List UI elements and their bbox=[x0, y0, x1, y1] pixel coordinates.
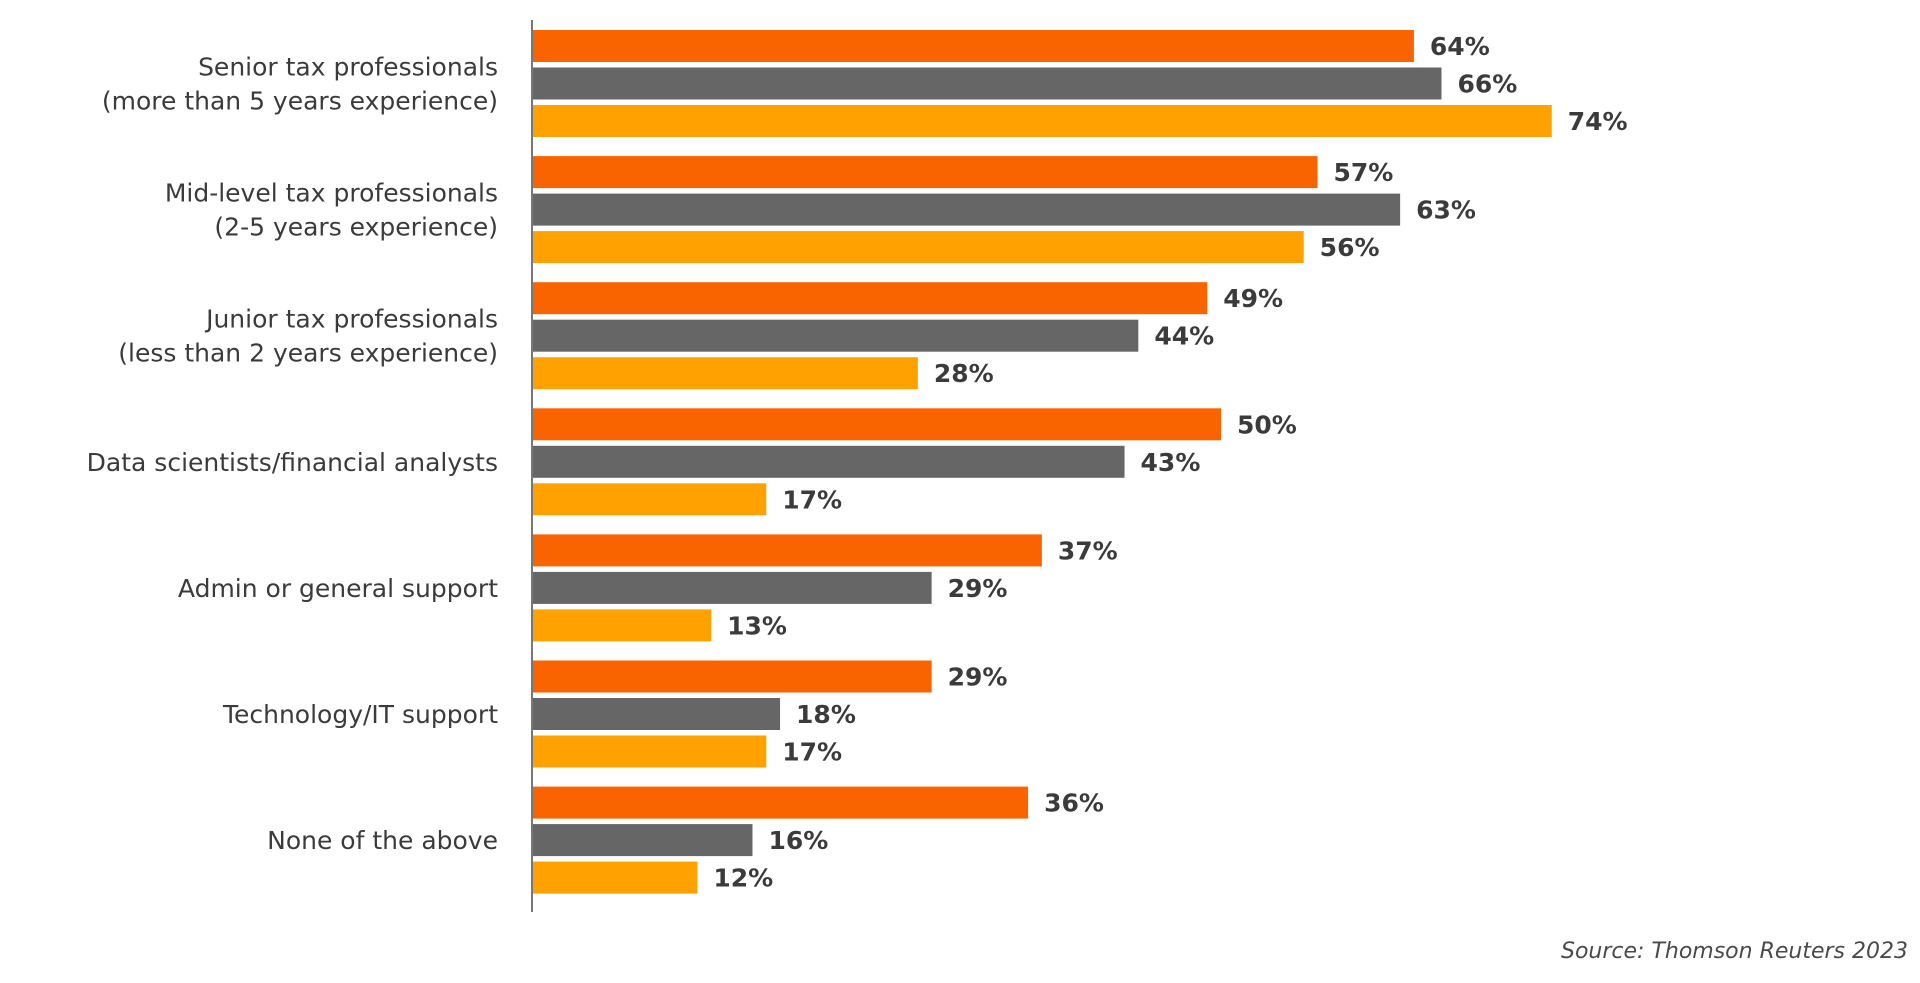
bar-4-0 bbox=[532, 534, 1042, 567]
bar-1-0 bbox=[532, 156, 1318, 189]
value-label-2-2: 28% bbox=[934, 359, 994, 388]
bar-0-1 bbox=[532, 67, 1442, 100]
category-label-2: Junior tax professionals (less than 2 yea… bbox=[118, 305, 498, 368]
bars-layer bbox=[532, 30, 1552, 894]
bar-4-2 bbox=[532, 609, 712, 642]
value-label-4-1: 29% bbox=[948, 574, 1008, 603]
value-label-2-0: 49% bbox=[1223, 284, 1283, 313]
value-label-2-1: 44% bbox=[1154, 322, 1214, 351]
category-label-0: Senior tax professionals (more than 5 yea… bbox=[102, 53, 498, 116]
value-label-6-0: 36% bbox=[1044, 789, 1104, 818]
bar-1-2 bbox=[532, 231, 1304, 264]
value-label-5-2: 17% bbox=[782, 738, 842, 767]
value-label-5-0: 29% bbox=[948, 663, 1008, 692]
category-label-line: Admin or general support bbox=[178, 574, 498, 603]
bar-1-1 bbox=[532, 193, 1401, 226]
bar-0-0 bbox=[532, 30, 1414, 62]
bar-2-2 bbox=[532, 357, 918, 390]
bar-6-0 bbox=[532, 786, 1029, 819]
value-label-5-1: 18% bbox=[796, 700, 856, 729]
category-label-line: None of the above bbox=[267, 826, 498, 855]
category-label-line: Technology/IT support bbox=[222, 700, 498, 729]
bar-3-0 bbox=[532, 408, 1221, 441]
category-label-4: Admin or general support bbox=[178, 574, 498, 603]
bar-6-2 bbox=[532, 861, 698, 894]
value-label-6-2: 12% bbox=[713, 864, 773, 893]
bar-5-1 bbox=[532, 698, 781, 730]
value-label-4-2: 13% bbox=[727, 611, 787, 640]
bar-5-2 bbox=[532, 735, 767, 768]
value-label-3-2: 17% bbox=[782, 485, 842, 514]
category-label-line: (2-5 years experience) bbox=[214, 213, 498, 242]
category-label-line: (more than 5 years experience) bbox=[102, 87, 498, 116]
value-label-0-0: 64% bbox=[1430, 32, 1490, 61]
bar-2-0 bbox=[532, 282, 1208, 315]
category-label-6: None of the above bbox=[267, 826, 498, 855]
category-label-line: (less than 2 years experience) bbox=[118, 339, 498, 368]
value-label-3-0: 50% bbox=[1237, 410, 1297, 439]
bar-0-2 bbox=[532, 105, 1552, 137]
value-label-6-1: 16% bbox=[768, 826, 828, 855]
value-label-0-1: 66% bbox=[1457, 70, 1517, 99]
value-label-1-0: 57% bbox=[1333, 158, 1393, 187]
bar-4-1 bbox=[532, 571, 932, 604]
category-label-line: Mid-level tax professionals bbox=[165, 179, 498, 208]
bar-2-1 bbox=[532, 319, 1139, 352]
value-label-1-1: 63% bbox=[1416, 196, 1476, 225]
category-label-3: Data scientists/financial analysts bbox=[87, 448, 498, 477]
value-label-1-2: 56% bbox=[1320, 233, 1380, 262]
bar-3-2 bbox=[532, 483, 767, 516]
category-label-line: Data scientists/financial analysts bbox=[87, 448, 498, 477]
value-label-4-0: 37% bbox=[1058, 536, 1118, 565]
bar-5-0 bbox=[532, 660, 932, 693]
labels-layer: 64% 66% 74% Senior tax professionals (more t… bbox=[87, 32, 1628, 893]
category-label-line: Senior tax professionals bbox=[198, 53, 498, 82]
category-label-5: Technology/IT support bbox=[222, 700, 498, 729]
value-label-3-1: 43% bbox=[1141, 448, 1201, 477]
bar-6-1 bbox=[532, 824, 753, 857]
source-note: Source: Thomson Reuters 2023 bbox=[1561, 939, 1908, 964]
category-label-1: Mid-level tax professionals (2-5 years ex… bbox=[165, 179, 498, 242]
bar-3-1 bbox=[532, 445, 1125, 478]
value-label-0-2: 74% bbox=[1568, 107, 1628, 136]
category-label-line: Junior tax professionals bbox=[204, 305, 498, 334]
